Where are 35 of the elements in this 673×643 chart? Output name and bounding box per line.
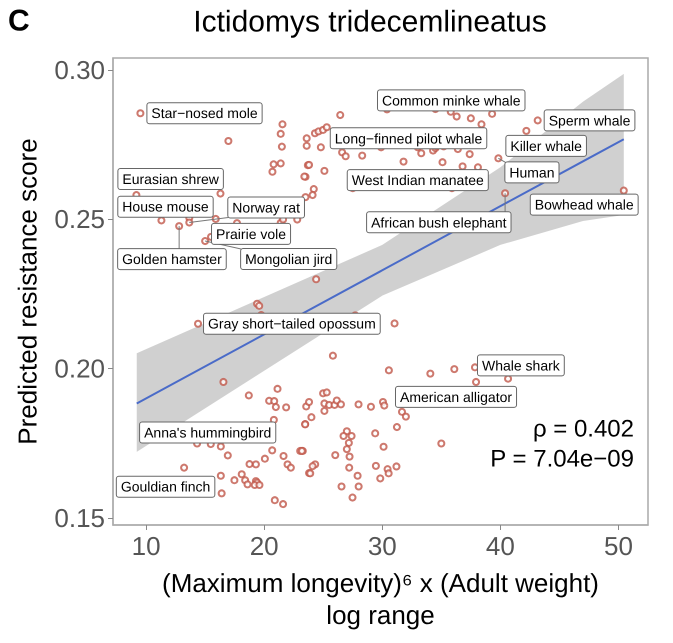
annotation: Sperm whale <box>548 112 631 128</box>
annotation: ρ = 0.402 <box>532 416 634 442</box>
y-tick-label: 0.25 <box>54 204 105 234</box>
annotation: Gouldian finch <box>120 478 210 495</box>
annotation: Gray short−tailed opossum <box>208 316 376 332</box>
annotation: House mouse <box>122 198 209 215</box>
annotation: Whale shark <box>482 357 561 374</box>
annotation: African bush elephant <box>371 214 507 230</box>
x-tick-label: 50 <box>604 531 633 561</box>
annotation: West Indian manatee <box>352 172 484 188</box>
annotation: Human <box>509 164 555 180</box>
x-tick-label: 10 <box>132 531 161 561</box>
annotation: Common minke whale <box>382 92 521 108</box>
annotation: P = 7.04e−09 <box>490 446 634 472</box>
y-axis-title: Predicted resistance score <box>12 138 42 445</box>
annotation: Eurasian shrew <box>122 171 220 188</box>
y-tick-label: 0.15 <box>54 502 105 533</box>
annotation: Long−finned pilot whale <box>334 130 482 146</box>
x-tick-label: 30 <box>368 531 397 561</box>
annotation: Golden hamster <box>122 251 222 268</box>
annotation: Norway rat <box>232 200 300 216</box>
y-tick-label: 0.20 <box>54 354 105 384</box>
annotation: American alligator <box>400 388 512 405</box>
annotation: Star−nosed mole <box>151 105 258 122</box>
x-axis-title: (Maximum longevity)⁶ x (Adult weight) log range <box>162 568 599 630</box>
annotation: Killer whale <box>510 138 582 154</box>
annotation: Bowhead whale <box>534 196 634 213</box>
x-tick-label: 40 <box>486 531 515 561</box>
y-tick-label: 0.30 <box>54 54 105 85</box>
annotation: Prairie vole <box>216 226 286 242</box>
chart-title: Ictidomys tridecemlineatus <box>193 6 547 38</box>
annotation: Mongolian jird <box>245 251 332 268</box>
text: C <box>8 4 30 38</box>
annotation: Anna's hummingbird <box>144 424 272 440</box>
x-tick-label: 20 <box>250 531 279 561</box>
